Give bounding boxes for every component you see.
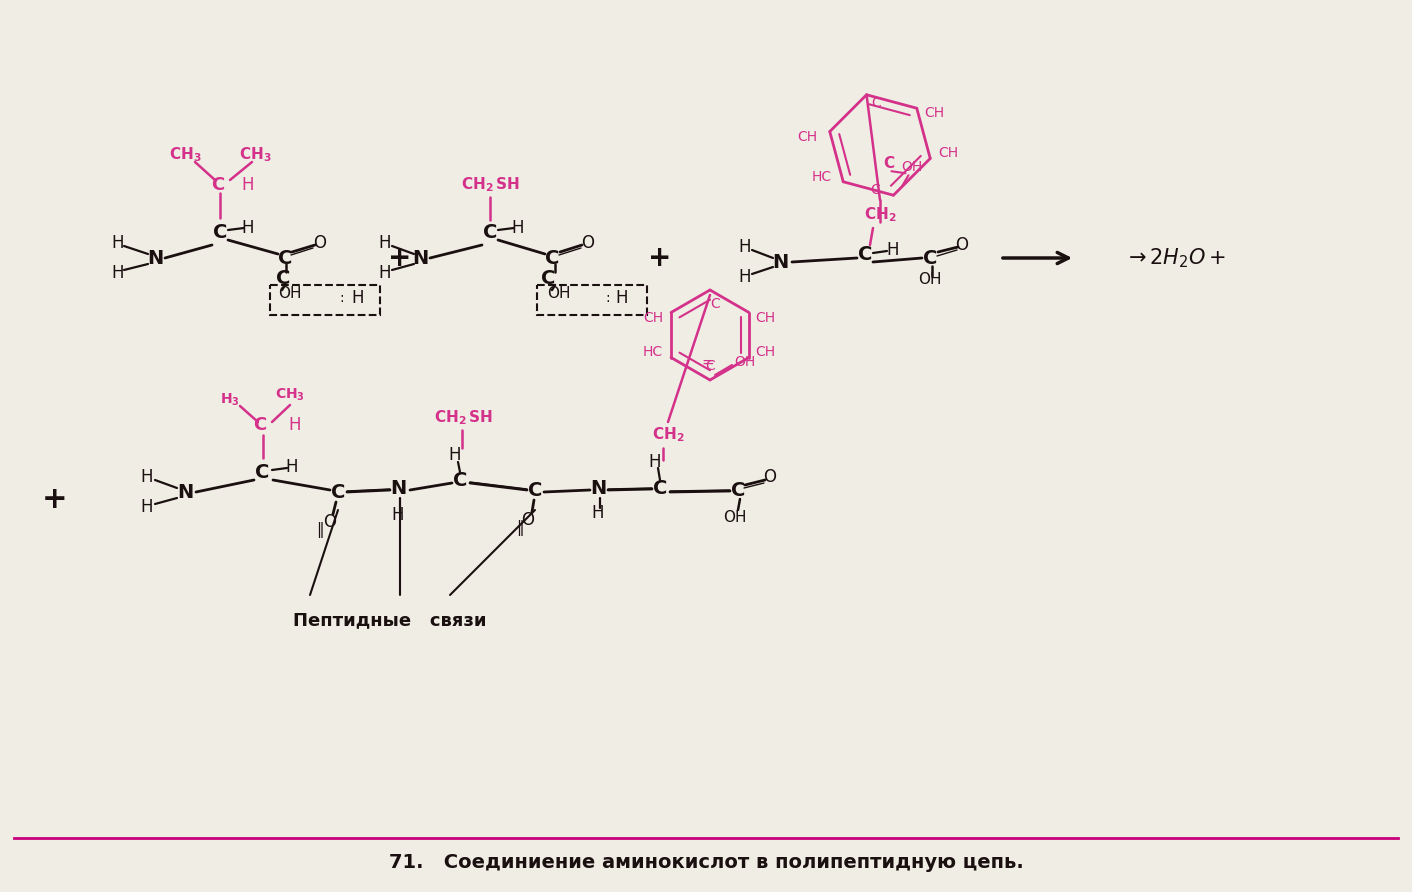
Text: H: H [592,504,604,522]
Bar [270,285,380,315]
Text: H: H [738,238,751,256]
Text: CH: CH [938,146,959,161]
Text: ‖: ‖ [316,522,323,538]
Text: N: N [590,478,606,498]
Text: $\mathbf{CH_2\,SH}$: $\mathbf{CH_2\,SH}$ [460,176,520,194]
Text: C: C [882,156,894,170]
Text: C: C [871,183,880,197]
Text: $\mathbf{CH_3}$: $\mathbf{CH_3}$ [168,145,202,164]
Text: C: C [453,470,467,490]
Text: C: C [710,297,720,311]
Text: H: H [738,268,751,286]
Text: :: : [606,291,610,305]
Text: C: C [483,222,497,242]
Bar [537,285,647,315]
Text: H: H [241,176,254,194]
Text: N: N [772,252,788,271]
Text: C: C [275,268,291,287]
Text: +: + [388,244,412,272]
Text: +: + [648,244,672,272]
Text: H: H [112,234,124,252]
Text: H: H [141,498,154,516]
Text: C: C [541,268,555,287]
Text: ‖: ‖ [517,520,524,536]
Text: O: O [764,468,777,486]
Text: O: O [521,511,535,529]
Text: CH: CH [755,345,775,359]
Text: H: H [616,289,628,307]
Text: C: C [254,462,270,482]
Text: CH: CH [642,310,664,325]
Text: C: C [652,478,668,498]
Text: H: H [511,219,524,237]
Text: C: C [278,249,292,268]
Text: HC: HC [642,345,664,359]
Text: $\mathbf{CH_3}$: $\mathbf{CH_3}$ [239,145,271,164]
Text: C: C [731,481,746,500]
Text: H: H [449,446,462,464]
Text: C: C [212,176,225,194]
Text: C: C [923,249,938,268]
Text: H: H [378,234,391,252]
Text: H: H [241,219,254,237]
Text: $\mathbf{CH_3}$: $\mathbf{CH_3}$ [275,387,305,403]
Text: $\mathbf{CH_2\,SH}$: $\mathbf{CH_2\,SH}$ [433,409,493,427]
Text: C: C [253,416,267,434]
Text: CH: CH [798,129,818,144]
Text: H: H [887,241,899,259]
Text: H: H [378,264,391,282]
Text: Пептидные   связи: Пептидные связи [294,611,487,629]
Text: N: N [390,478,407,498]
Text: CH: CH [755,310,775,325]
Text: $\mathbf{CH_2}$: $\mathbf{CH_2}$ [864,206,897,225]
Text: O: O [323,513,336,531]
Text: N: N [412,249,428,268]
Text: $\mathbf{CH_2}$: $\mathbf{CH_2}$ [652,425,685,444]
Text: N: N [147,249,164,268]
Text: OH: OH [901,161,922,174]
Text: OH: OH [723,510,747,525]
Text: $\rightarrow 2H_2O+$: $\rightarrow 2H_2O+$ [1124,246,1226,269]
Text: C: C [330,483,345,501]
Text: OH: OH [278,286,302,301]
Text: H: H [285,458,298,476]
Text: C: C [213,222,227,242]
Text: C: C [858,245,873,265]
Text: H: H [288,416,301,434]
Text: O: O [313,234,326,252]
Text: H: H [141,468,154,486]
Text: H: H [391,506,404,524]
Text: C: C [528,481,542,500]
Text: 71.   Соединиение аминокислот в полипептидную цепь.: 71. Соединиение аминокислот в полипептид… [388,853,1024,871]
Text: N: N [176,483,193,501]
Text: O: O [582,234,594,252]
Text: C: C [545,249,559,268]
Text: =: = [702,354,714,369]
Text: C: C [871,95,881,110]
Text: +: + [42,485,68,515]
Text: :: : [340,291,345,305]
Text: OH: OH [734,355,755,369]
Text: H: H [352,289,364,307]
Text: CH: CH [925,106,945,120]
Text: OH: OH [546,286,570,301]
Text: O: O [956,236,969,254]
Text: H: H [648,453,661,471]
Text: HC: HC [810,169,832,184]
Text: OH: OH [918,272,942,287]
Text: C: C [705,359,714,373]
Text: H: H [112,264,124,282]
Text: $\mathbf{H_3}$: $\mathbf{H_3}$ [220,392,240,409]
